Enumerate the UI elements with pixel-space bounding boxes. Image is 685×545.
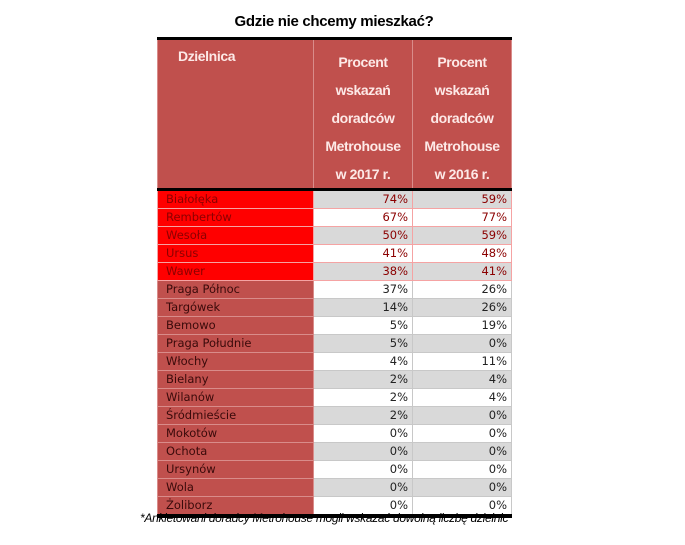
table-row: Rembertów 67% 77% — [157, 208, 512, 227]
district-name: Praga Południe — [157, 334, 314, 353]
table-row: Wola 0% 0% — [157, 478, 512, 497]
value-2017: 74% — [313, 189, 413, 209]
value-2016: 0% — [412, 460, 512, 479]
value-2017: 0% — [313, 478, 413, 497]
value-2016: 0% — [412, 334, 512, 353]
value-2016: 0% — [412, 424, 512, 443]
table-row: Żoliborz 0% 0% — [157, 496, 512, 518]
table-row: Targówek 14% 26% — [157, 298, 512, 317]
page-title: Gdzie nie chcemy mieszkać? — [234, 13, 434, 30]
header-2016: Procent wskazań doradców Metrohouse w 20… — [412, 38, 512, 190]
value-2016: 26% — [412, 298, 512, 317]
header-2017-line: w 2017 r. — [335, 166, 391, 182]
value-2017: 2% — [313, 406, 413, 425]
header-2017: Procent wskazań doradców Metrohouse w 20… — [313, 38, 413, 190]
value-2016: 11% — [412, 352, 512, 371]
value-2017: 0% — [313, 496, 413, 518]
header-2017-line: Metrohouse — [325, 138, 401, 154]
district-name: Bemowo — [157, 316, 314, 335]
value-2017: 5% — [313, 334, 413, 353]
district-name: Targówek — [157, 298, 314, 317]
district-name: Wawer — [157, 262, 314, 281]
district-name: Praga Północ — [157, 280, 314, 299]
district-name: Wola — [157, 478, 314, 497]
district-name: Żoliborz — [157, 496, 314, 518]
table-row: Bemowo 5% 19% — [157, 316, 512, 335]
value-2016: 59% — [412, 226, 512, 245]
table-row: Ochota 0% 0% — [157, 442, 512, 461]
value-2017: 38% — [313, 262, 413, 281]
value-2017: 4% — [313, 352, 413, 371]
district-name: Ochota — [157, 442, 314, 461]
district-name: Mokotów — [157, 424, 314, 443]
table-row: Praga Południe 5% 0% — [157, 334, 512, 353]
value-2017: 67% — [313, 208, 413, 227]
value-2016: 48% — [412, 244, 512, 263]
district-name: Śródmieście — [157, 406, 314, 425]
header-2017-line: Procent — [338, 54, 388, 70]
district-name: Włochy — [157, 352, 314, 371]
table-row: Śródmieście 2% 0% — [157, 406, 512, 425]
district-name: Białołęka — [157, 189, 314, 209]
value-2017: 0% — [313, 460, 413, 479]
district-name: Wilanów — [157, 388, 314, 407]
district-name: Bielany — [157, 370, 314, 389]
table-row: Mokotów 0% 0% — [157, 424, 512, 443]
value-2016: 0% — [412, 442, 512, 461]
table-row: Ursus 41% 48% — [157, 244, 512, 263]
value-2017: 0% — [313, 442, 413, 461]
value-2017: 50% — [313, 226, 413, 245]
district-name: Ursus — [157, 244, 314, 263]
value-2016: 4% — [412, 388, 512, 407]
header-2017-line: wskazań — [335, 82, 391, 98]
value-2016: 0% — [412, 496, 512, 518]
header-2016-line: doradców — [430, 110, 494, 126]
value-2017: 41% — [313, 244, 413, 263]
value-2017: 5% — [313, 316, 413, 335]
table-row: Włochy 4% 11% — [157, 352, 512, 371]
header-2016-line: wskazań — [434, 82, 490, 98]
value-2016: 19% — [412, 316, 512, 335]
value-2017: 2% — [313, 370, 413, 389]
header-2016-line: Metrohouse — [424, 138, 500, 154]
district-name: Wesoła — [157, 226, 314, 245]
value-2017: 2% — [313, 388, 413, 407]
table-row: Białołęka 74% 59% — [157, 189, 512, 209]
value-2017: 14% — [313, 298, 413, 317]
value-2016: 0% — [412, 478, 512, 497]
value-2016: 77% — [412, 208, 512, 227]
header-2016-line: Procent — [437, 54, 487, 70]
district-name: Ursynów — [157, 460, 314, 479]
district-name: Rembertów — [157, 208, 314, 227]
table-row: Wawer 38% 41% — [157, 262, 512, 281]
header-district: Dzielnica — [157, 38, 314, 190]
value-2016: 41% — [412, 262, 512, 281]
districts-table: Dzielnica Procent wskazań doradców Metro… — [157, 37, 512, 518]
value-2016: 0% — [412, 406, 512, 425]
footnote: *Ankietowani doradcy Metrohouse mogli ws… — [140, 511, 509, 525]
table-header-row: Dzielnica Procent wskazań doradców Metro… — [157, 38, 512, 190]
value-2017: 0% — [313, 424, 413, 443]
value-2016: 59% — [412, 189, 512, 209]
table-row: Bielany 2% 4% — [157, 370, 512, 389]
table-row: Praga Północ 37% 26% — [157, 280, 512, 299]
value-2016: 26% — [412, 280, 512, 299]
header-2017-line: doradców — [331, 110, 395, 126]
table-row: Wilanów 2% 4% — [157, 388, 512, 407]
value-2017: 37% — [313, 280, 413, 299]
header-2016-line: w 2016 r. — [434, 166, 490, 182]
table-row: Ursynów 0% 0% — [157, 460, 512, 479]
table-row: Wesoła 50% 59% — [157, 226, 512, 245]
value-2016: 4% — [412, 370, 512, 389]
